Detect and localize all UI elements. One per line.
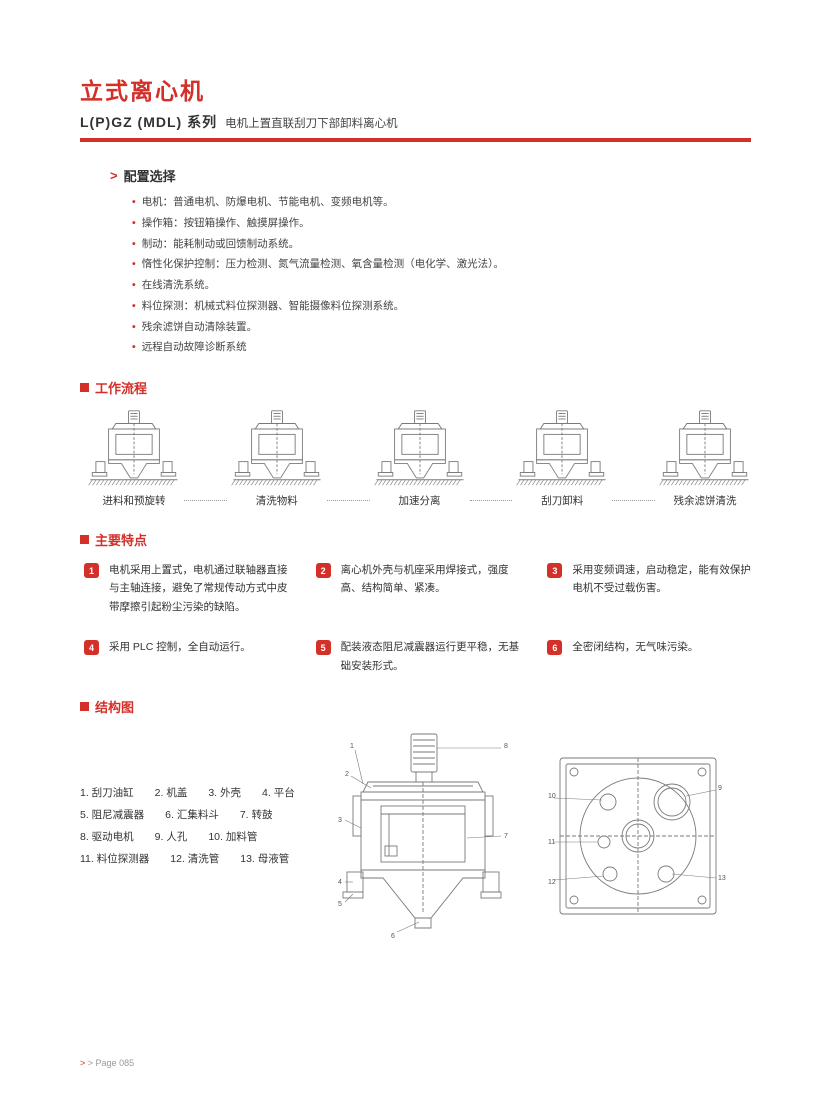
feature-number-badge: 2 [316, 563, 331, 578]
svg-text:13: 13 [718, 875, 726, 882]
svg-text:6: 6 [391, 933, 395, 940]
workflow-step-label: 残余滤饼清洗 [659, 493, 751, 508]
legend-line: 11. 料位探测器 12. 清洗管 13. 母液管 [80, 848, 285, 870]
workflow-step-diagram [516, 409, 608, 487]
svg-text:1: 1 [350, 743, 354, 750]
feature-text: 全密闭结构，无气味污染。 [572, 638, 698, 675]
workflow-step-label: 进料和预旋转 [88, 493, 180, 508]
config-item: 操作箱：按钮箱操作、触摸屏操作。 [132, 216, 751, 232]
footer-page-label: > Page [88, 1058, 117, 1068]
legend-line: 8. 驱动电机 9. 人孔 10. 加料管 [80, 826, 285, 848]
chevron-icon: > [110, 168, 118, 183]
workflow-connector [470, 500, 513, 501]
footer-page-num: 085 [119, 1058, 134, 1068]
feature-item: 2 离心机外壳与机座采用焊接式，强度高、结构简单、紧凑。 [316, 561, 520, 616]
header-rule [80, 138, 751, 142]
workflow-labels-row: 进料和预旋转 清洗物料 加速分离 刮刀卸料 残余滤饼清洗 [88, 493, 751, 508]
svg-text:7: 7 [504, 833, 508, 840]
svg-text:2: 2 [345, 771, 349, 778]
config-item: 惰性化保护控制：压力检测、氮气流量检测、氧含量检测（电化学、激光法）。 [132, 257, 751, 273]
svg-text:9: 9 [718, 785, 722, 792]
svg-text:11: 11 [548, 839, 555, 846]
feature-number-badge: 3 [547, 563, 562, 578]
config-item: 残余滤饼自动清除装置。 [132, 320, 751, 336]
feature-text: 采用 PLC 控制，全自动运行。 [109, 638, 251, 675]
square-bullet-icon [80, 383, 89, 392]
config-heading-text: 配置选择 [124, 166, 176, 185]
config-section: > 配置选择 电机：普通电机、防爆电机、节能电机、变频电机等。操作箱：按钮箱操作… [80, 166, 751, 356]
feature-text: 配装液态阻尼减震器运行更平稳，无基础安装形式。 [341, 638, 520, 675]
config-item: 远程自动故障诊断系统 [132, 340, 751, 356]
footer-chevron-icon: > [80, 1058, 88, 1068]
feature-number-badge: 6 [547, 640, 562, 655]
workflow-step-diagram [231, 409, 323, 487]
page-footer: > > Page 085 [80, 1058, 134, 1068]
page-title: 立式离心机 [80, 72, 751, 106]
workflow-connector [327, 500, 370, 501]
feature-number-badge: 1 [84, 563, 99, 578]
config-list: 电机：普通电机、防爆电机、节能电机、变频电机等。操作箱：按钮箱操作、触摸屏操作。… [132, 195, 751, 356]
workflow-step-diagram [659, 409, 751, 487]
features-heading: 主要特点 [80, 530, 751, 549]
feature-item: 6 全密闭结构，无气味污染。 [547, 638, 751, 675]
workflow-diagrams-row [88, 409, 751, 487]
config-item: 电机：普通电机、防爆电机、节能电机、变频电机等。 [132, 195, 751, 211]
workflow-section: 工作流程 [80, 378, 751, 508]
workflow-step-label: 清洗物料 [231, 493, 323, 508]
elevation-diagram: 1 2 3 4 5 6 7 8 [303, 728, 538, 948]
workflow-connector [612, 500, 655, 501]
svg-text:8: 8 [504, 743, 508, 750]
features-grid: 1 电机采用上置式，电机通过联轴器直接与主轴连接，避免了常规传动方式中皮带摩擦引起… [84, 561, 751, 675]
legend-line: 5. 阻尼减震器 6. 汇集料斗 7. 转鼓 [80, 804, 285, 826]
legend-line: 1. 刮刀油缸 2. 机盖 3. 外壳 4. 平台 [80, 782, 285, 804]
config-heading: > 配置选择 [110, 166, 751, 185]
features-section: 主要特点 1 电机采用上置式，电机通过联轴器直接与主轴连接，避免了常规传动方式中皮… [80, 530, 751, 675]
feature-item: 4 采用 PLC 控制，全自动运行。 [84, 638, 288, 675]
structure-legend: 1. 刮刀油缸 2. 机盖 3. 外壳 4. 平台5. 阻尼减震器 6. 汇集料… [80, 728, 285, 948]
workflow-step-diagram [88, 409, 180, 487]
feature-number-badge: 4 [84, 640, 99, 655]
config-item: 制动：能耗制动或回馈制动系统。 [132, 237, 751, 253]
workflow-connector [184, 500, 227, 501]
workflow-step-label: 加速分离 [374, 493, 466, 508]
structure-heading-text: 结构图 [95, 697, 134, 716]
feature-number-badge: 5 [316, 640, 331, 655]
svg-text:10: 10 [548, 793, 556, 800]
svg-text:5: 5 [338, 901, 342, 908]
feature-text: 离心机外壳与机座采用焊接式，强度高、结构简单、紧凑。 [341, 561, 520, 616]
feature-item: 5 配装液态阻尼减震器运行更平稳，无基础安装形式。 [316, 638, 520, 675]
feature-text: 电机采用上置式，电机通过联轴器直接与主轴连接，避免了常规传动方式中皮带摩擦引起粉… [109, 561, 288, 616]
workflow-heading-text: 工作流程 [95, 378, 147, 397]
config-item: 料位探测：机械式料位探测器、智能摄像料位探测系统。 [132, 299, 751, 315]
workflow-step-label: 刮刀卸料 [516, 493, 608, 508]
feature-item: 1 电机采用上置式，电机通过联轴器直接与主轴连接，避免了常规传动方式中皮带摩擦引起… [84, 561, 288, 616]
features-heading-text: 主要特点 [95, 530, 147, 549]
workflow-step-diagram [374, 409, 466, 487]
feature-text: 采用变频调速，启动稳定，能有效保护电机不受过载伤害。 [572, 561, 751, 616]
feature-item: 3 采用变频调速，启动稳定，能有效保护电机不受过载伤害。 [547, 561, 751, 616]
structure-heading: 结构图 [80, 697, 751, 716]
svg-text:4: 4 [338, 879, 342, 886]
series-description: 电机上置直联刮刀下部卸料离心机 [225, 115, 398, 131]
config-item: 在线清洗系统。 [132, 278, 751, 294]
workflow-heading: 工作流程 [80, 378, 751, 397]
subtitle-row: L(P)GZ (MDL) 系列 电机上置直联刮刀下部卸料离心机 [80, 112, 751, 132]
structure-diagrams: 1 2 3 4 5 6 7 8 [303, 728, 751, 948]
square-bullet-icon [80, 702, 89, 711]
svg-text:12: 12 [548, 879, 556, 886]
structure-row: 1. 刮刀油缸 2. 机盖 3. 外壳 4. 平台5. 阻尼减震器 6. 汇集料… [80, 728, 751, 948]
svg-text:3: 3 [338, 817, 342, 824]
structure-section: 结构图 1. 刮刀油缸 2. 机盖 3. 外壳 4. 平台5. 阻尼减震器 6.… [80, 697, 751, 948]
plan-diagram: 9 10 11 12 13 [548, 746, 728, 926]
square-bullet-icon [80, 535, 89, 544]
series-code: L(P)GZ (MDL) 系列 [80, 112, 217, 132]
